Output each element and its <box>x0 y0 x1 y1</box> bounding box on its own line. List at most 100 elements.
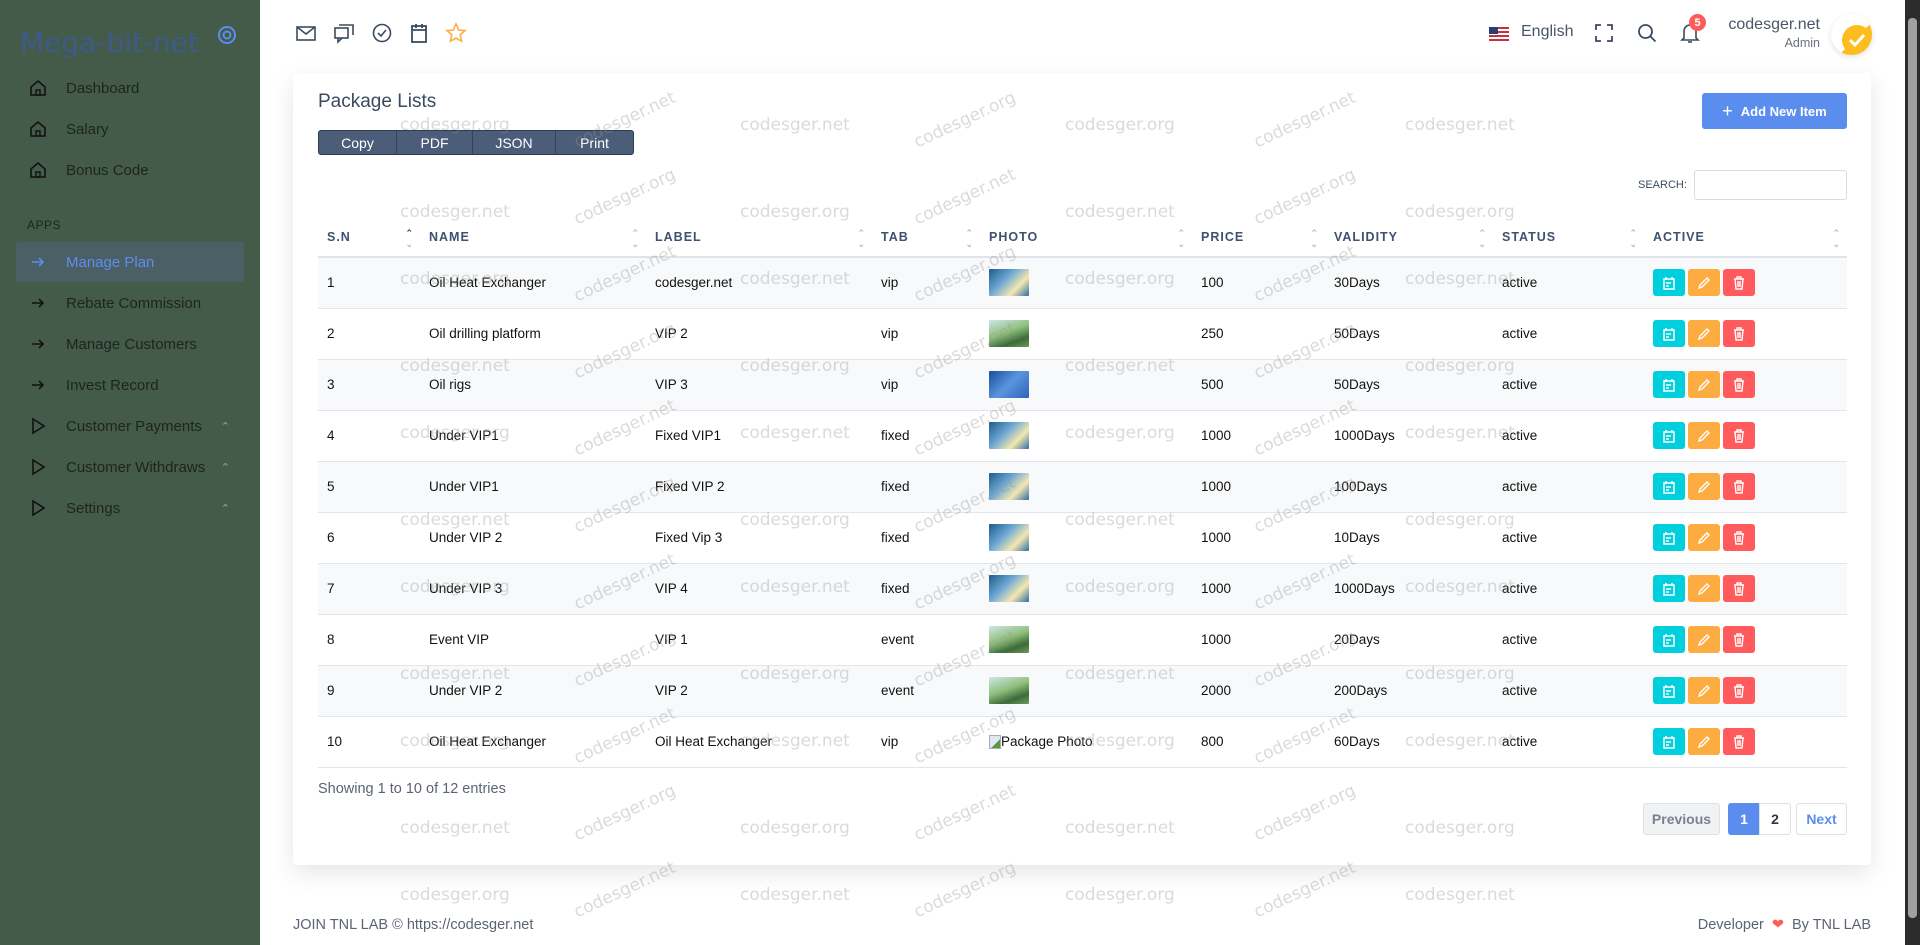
avatar[interactable] <box>1831 14 1872 55</box>
edit-button[interactable] <box>1688 269 1720 297</box>
delete-button[interactable] <box>1723 524 1755 551</box>
copy-button[interactable]: Copy <box>319 131 397 154</box>
sort-icon[interactable]: ⌃ ⌄ <box>1832 228 1841 249</box>
add-new-item-button[interactable]: + Add New Item <box>1702 93 1847 129</box>
cell-status: active <box>1493 716 1644 768</box>
edit-button[interactable] <box>1688 677 1720 704</box>
delete-button[interactable] <box>1723 677 1755 704</box>
edit-button[interactable] <box>1688 371 1720 398</box>
us-flag-icon[interactable] <box>1489 27 1509 46</box>
delete-button[interactable] <box>1723 269 1755 297</box>
logo[interactable]: Mega-bit-net <box>20 26 200 59</box>
column-header-tab[interactable]: TAB ⌃ ⌄ <box>872 218 980 258</box>
edit-button[interactable] <box>1688 320 1720 347</box>
column-header-photo[interactable]: PHOTO ⌃ ⌄ <box>980 218 1192 258</box>
search-icon[interactable] <box>1637 23 1657 48</box>
view-button[interactable] <box>1653 728 1685 755</box>
edit-button[interactable] <box>1688 524 1720 551</box>
view-button[interactable] <box>1653 422 1685 449</box>
edit-button[interactable] <box>1688 626 1720 653</box>
column-header-active[interactable]: ACTIVE ⌃ ⌄ <box>1644 218 1847 258</box>
print-button[interactable]: Print <box>556 131 633 154</box>
sort-icon[interactable]: ⌃ ⌄ <box>857 228 866 249</box>
sidebar-item-manage-customers[interactable]: Manage Customers <box>16 324 244 364</box>
cell-status: active <box>1493 461 1644 513</box>
sidebar-item-invest-record[interactable]: Invest Record <box>16 365 244 405</box>
delete-button[interactable] <box>1723 422 1755 449</box>
delete-button[interactable] <box>1723 473 1755 500</box>
delete-button[interactable] <box>1723 575 1755 602</box>
chevron-up-icon[interactable]: ⌃ <box>220 502 230 515</box>
scrollbar-thumb[interactable] <box>1908 18 1917 918</box>
sidebar-item-customer-payments[interactable]: Customer Payments ⌃ <box>16 406 244 446</box>
photo-alt-text: Package Photo <box>1001 734 1093 749</box>
column-header-sn[interactable]: S.N ⌃ ⌄ <box>318 218 420 258</box>
pdf-button[interactable]: PDF <box>397 131 473 154</box>
cell-validity: 50Days <box>1325 359 1493 411</box>
delete-button[interactable] <box>1723 371 1755 398</box>
calendar-icon <box>1662 735 1676 749</box>
column-header-name[interactable]: NAME ⌃ ⌄ <box>420 218 646 258</box>
column-header-label[interactable]: LABEL ⌃ ⌄ <box>646 218 872 258</box>
view-button[interactable] <box>1653 575 1685 602</box>
sidebar-item-dashboard[interactable]: Dashboard <box>16 68 244 108</box>
sort-icon[interactable]: ⌃ ⌄ <box>1629 228 1638 249</box>
sidebar-item-salary[interactable]: Salary <box>16 109 244 149</box>
delete-button[interactable] <box>1723 320 1755 347</box>
sort-icon[interactable]: ⌃ ⌄ <box>1177 228 1186 249</box>
table-row: 3 Oil rigs VIP 3 vip 500 50Days active <box>318 359 1847 411</box>
pencil-icon <box>1697 327 1711 341</box>
sidebar-item-customer-withdraws[interactable]: Customer Withdraws ⌃ <box>16 447 244 487</box>
target-toggle-icon[interactable] <box>217 25 237 50</box>
next-page-button[interactable]: Next <box>1796 803 1847 835</box>
cell-sn: 1 <box>318 257 420 309</box>
star-icon[interactable] <box>445 22 467 49</box>
column-header-status[interactable]: STATUS ⌃ ⌄ <box>1493 218 1644 258</box>
sidebar-item-rebate-commission[interactable]: Rebate Commission <box>16 283 244 323</box>
sidebar-item-manage-plan[interactable]: Manage Plan <box>16 242 244 282</box>
page-2-button[interactable]: 2 <box>1759 803 1791 835</box>
delete-button[interactable] <box>1723 626 1755 653</box>
sidebar-item-bonus-code[interactable]: Bonus Code <box>16 150 244 190</box>
page-1-button[interactable]: 1 <box>1728 803 1760 835</box>
edit-button[interactable] <box>1688 422 1720 449</box>
sort-icon[interactable]: ⌃ ⌄ <box>1478 228 1487 249</box>
mail-icon[interactable] <box>295 22 317 49</box>
cell-label: VIP 4 <box>646 563 872 615</box>
cell-name: Oil drilling platform <box>420 308 646 360</box>
view-button[interactable] <box>1653 320 1685 347</box>
check-circle-icon[interactable] <box>371 22 393 49</box>
package-photo <box>989 473 1029 500</box>
sidebar-item-settings[interactable]: Settings ⌃ <box>16 488 244 528</box>
view-button[interactable] <box>1653 524 1685 551</box>
delete-button[interactable] <box>1723 728 1755 755</box>
cell-sn: 5 <box>318 461 420 513</box>
sort-icon[interactable]: ⌃ ⌄ <box>631 228 640 249</box>
sort-icon[interactable]: ⌃ ⌄ <box>1310 228 1319 249</box>
edit-button[interactable] <box>1688 473 1720 500</box>
chevron-up-icon[interactable]: ⌃ <box>220 420 230 433</box>
view-button[interactable] <box>1653 371 1685 398</box>
cell-price: 1000 <box>1192 410 1325 462</box>
page-scrollbar[interactable] <box>1905 0 1920 945</box>
arrow-right-icon <box>26 254 50 270</box>
view-button[interactable] <box>1653 473 1685 500</box>
column-header-price[interactable]: PRICE ⌃ ⌄ <box>1192 218 1325 258</box>
calendar-icon[interactable] <box>408 22 430 49</box>
sort-icon[interactable]: ⌃ ⌄ <box>405 228 414 249</box>
user-name[interactable]: codesger.net <box>1728 16 1820 33</box>
chevron-up-icon[interactable]: ⌃ <box>220 461 230 474</box>
view-button[interactable] <box>1653 626 1685 653</box>
chat-icon[interactable] <box>333 22 355 49</box>
sort-icon[interactable]: ⌃ ⌄ <box>965 228 974 249</box>
view-button[interactable] <box>1653 677 1685 704</box>
json-button[interactable]: JSON <box>473 131 556 154</box>
previous-page-button[interactable]: Previous <box>1643 803 1720 835</box>
edit-button[interactable] <box>1688 728 1720 755</box>
column-header-validity[interactable]: VALIDITY ⌃ ⌄ <box>1325 218 1493 258</box>
search-input[interactable] <box>1694 170 1847 200</box>
edit-button[interactable] <box>1688 575 1720 602</box>
fullscreen-icon[interactable] <box>1594 23 1614 48</box>
language-selector[interactable]: English <box>1521 23 1574 40</box>
view-button[interactable] <box>1653 269 1685 297</box>
